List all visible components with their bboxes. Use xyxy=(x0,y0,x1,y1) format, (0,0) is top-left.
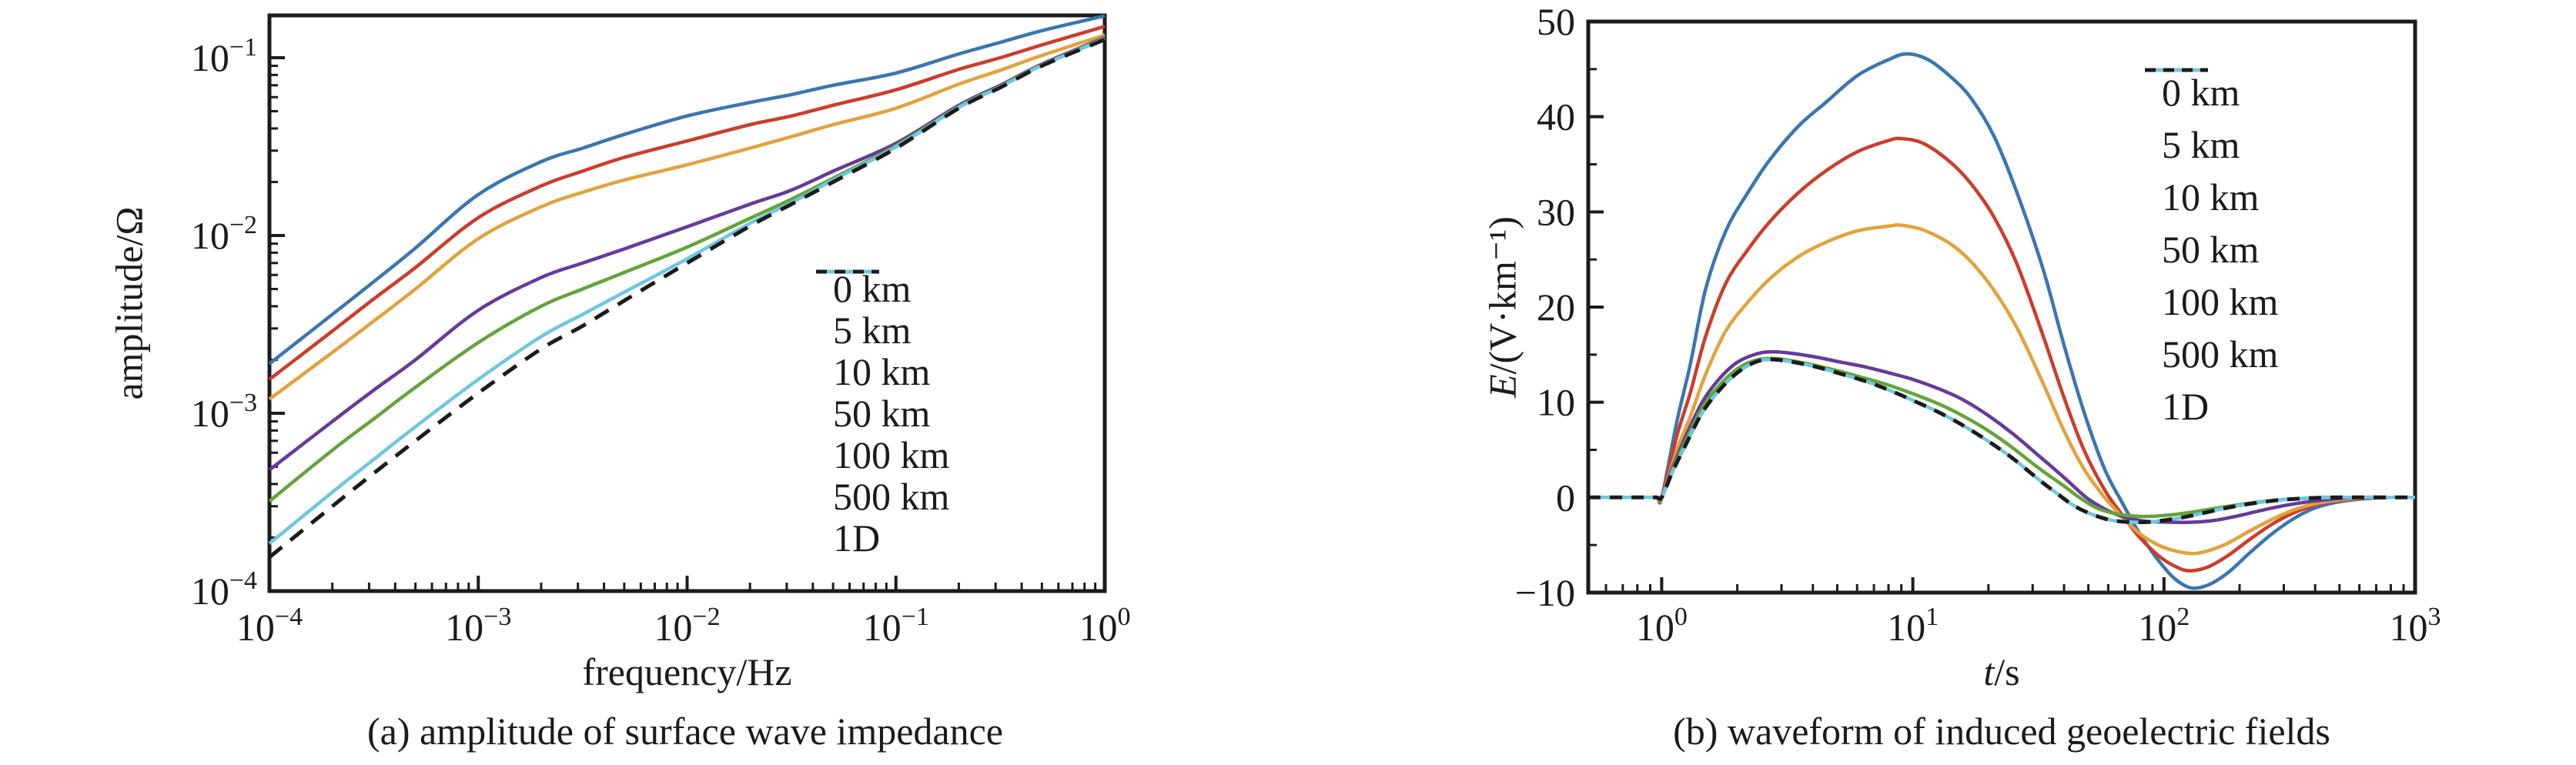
plot-1-axes-box xyxy=(1586,19,2417,595)
legend-label: 0 km xyxy=(833,267,912,310)
series-curve-50-km xyxy=(268,35,1106,472)
y-tick-label: 10−3 xyxy=(191,389,257,435)
series-curve-1d xyxy=(1588,357,2415,525)
legend-item-1d: 1D xyxy=(816,269,949,560)
y-tick-label: 20 xyxy=(1537,286,1575,329)
y-tick-label: 50 xyxy=(1537,0,1575,43)
legend-item-50-km: 50 km xyxy=(816,269,949,435)
legend-label: 100 km xyxy=(833,433,950,476)
x-tick-label: 10−3 xyxy=(445,603,511,649)
x-tick-label: 10−1 xyxy=(863,603,929,649)
x-tick-label: 10−2 xyxy=(654,603,720,649)
left-caption: (a) amplitude of surface wave impedance xyxy=(367,710,1003,753)
x-tick-label: 102 xyxy=(2138,603,2190,649)
legend-label: 1D xyxy=(833,516,881,560)
series-curve-5-km xyxy=(1588,136,2416,573)
right-x-axis-label-text: /s xyxy=(1994,650,2020,693)
legend-label: 10 km xyxy=(2162,175,2260,219)
series-curve-0-km xyxy=(268,14,1106,366)
y-tick-label: 0 xyxy=(1556,476,1575,519)
left-y-axis-label: amplitude/Ω xyxy=(107,206,152,399)
legend-label: 50 km xyxy=(2162,228,2260,271)
y-tick-label: 30 xyxy=(1537,190,1575,233)
legend-item-5-km: 5 km xyxy=(2145,68,2278,171)
y-tick-label: 10−4 xyxy=(191,566,257,613)
right-legend: 0 km 5 km 10 km 50 km 100 km 500 km 1D xyxy=(2145,66,2278,433)
series-curve-10-km xyxy=(1588,223,2415,556)
series-curve-100-km xyxy=(268,36,1106,503)
legend-item-1d: 1D xyxy=(2145,68,2278,433)
right-y-axis-label-var: E xyxy=(1480,374,1524,398)
y-tick-label: −10 xyxy=(1515,571,1575,614)
y-tick-label: 10−1 xyxy=(191,33,257,79)
left-x-axis-label-text: frequency/Hz xyxy=(582,650,792,693)
series-curve-100-km xyxy=(1588,356,2415,519)
legend-label: 5 km xyxy=(833,309,912,352)
legend-label: 5 km xyxy=(2162,123,2240,166)
series-curve-50-km xyxy=(1588,349,2415,524)
series-curve-10-km xyxy=(268,33,1106,401)
right-y-axis-label-text: /(V·km⁻¹) xyxy=(1480,216,1524,375)
legend-item-500-km: 500 km xyxy=(2145,68,2279,380)
legend-line-sample xyxy=(2145,68,2208,72)
right-y-axis-label: E/(V·km⁻¹) xyxy=(1480,216,1525,398)
legend-label: 10 km xyxy=(833,350,931,393)
legend-item-5-km: 5 km xyxy=(816,269,949,352)
left-x-axis-label: frequency/Hz xyxy=(269,650,1105,695)
legend-label: 1D xyxy=(2162,385,2210,428)
x-tick-label: 101 xyxy=(1887,603,1939,649)
series-curve-0-km xyxy=(1588,52,2416,590)
y-tick-label: 10 xyxy=(1537,381,1575,424)
legend-item-100-km: 100 km xyxy=(816,269,950,476)
right-caption: (b) waveform of induced geoelectric fiel… xyxy=(1673,710,2330,753)
series-curve-500-km xyxy=(268,37,1106,546)
left-legend: 0 km 5 km 10 km 50 km 100 km 500 km 1D xyxy=(816,267,950,560)
x-tick-label: 103 xyxy=(2390,603,2441,649)
x-tick-label: 100 xyxy=(1079,603,1131,649)
y-tick-label: 40 xyxy=(1537,95,1575,139)
y-tick-label: 10−2 xyxy=(191,211,257,257)
legend-item-10-km: 10 km xyxy=(816,269,949,393)
legend-item-500-km: 500 km xyxy=(816,269,950,518)
legend-item-0-km: 0 km xyxy=(2145,66,2278,119)
x-tick-label: 100 xyxy=(1636,603,1688,649)
series-curve-5-km xyxy=(268,25,1106,381)
legend-label: 500 km xyxy=(2162,332,2279,376)
left-y-axis-label-text: amplitude/Ω xyxy=(107,206,151,400)
legend-item-50-km: 50 km xyxy=(2145,68,2278,276)
legend-line-sample xyxy=(816,269,879,274)
legend-label: 100 km xyxy=(2162,280,2279,323)
legend-label: 500 km xyxy=(833,475,950,518)
legend-label: 0 km xyxy=(2162,71,2240,114)
right-x-axis-label-var: t xyxy=(1983,650,1995,693)
legend-label: 50 km xyxy=(833,392,931,435)
legend-item-100-km: 100 km xyxy=(2145,68,2279,328)
legend-item-10-km: 10 km xyxy=(2145,68,2278,223)
right-x-axis-label: t/s xyxy=(1588,650,2415,695)
x-tick-label: 10−4 xyxy=(236,603,303,649)
